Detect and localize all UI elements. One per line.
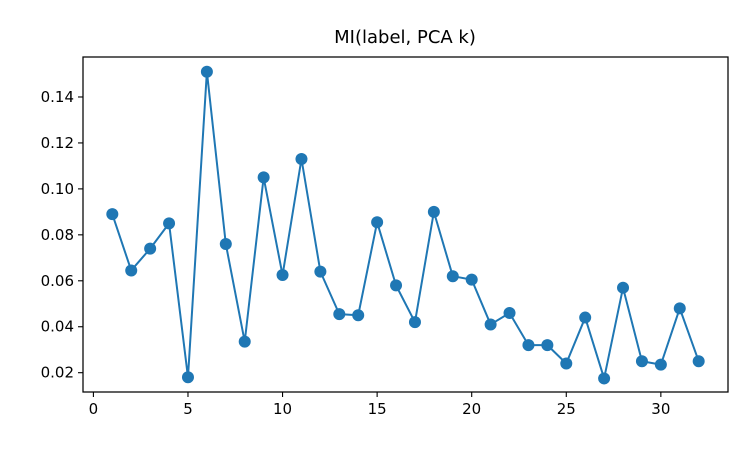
data-point (257, 171, 270, 184)
y-tick-label: 0.10 (41, 180, 74, 198)
data-point (654, 358, 667, 371)
data-point (427, 205, 440, 218)
data-point (598, 372, 611, 385)
data-point (673, 302, 686, 315)
data-point (144, 242, 157, 255)
data-point (163, 217, 176, 230)
data-point (579, 311, 592, 324)
data-point (408, 316, 421, 329)
x-axis: 0 5 10 15 20 25 30 (89, 392, 670, 418)
y-tick-label: 0.12 (41, 134, 74, 152)
x-tick-label: 10 (273, 400, 292, 418)
x-tick-label: 20 (462, 400, 481, 418)
data-point (333, 308, 346, 321)
data-point (371, 216, 384, 229)
data-point (181, 371, 194, 384)
data-point (635, 355, 648, 368)
data-point (125, 264, 138, 277)
data-point (106, 208, 119, 221)
data-point (238, 335, 251, 348)
data-point (465, 273, 478, 286)
data-point (352, 309, 365, 322)
y-tick-label: 0.04 (41, 318, 74, 336)
plot-area (106, 65, 705, 385)
x-tick-label: 0 (89, 400, 99, 418)
data-point (617, 281, 630, 294)
data-point (219, 238, 232, 251)
data-point (390, 279, 403, 292)
data-point (484, 318, 497, 331)
y-tick-label: 0.02 (41, 364, 74, 382)
y-tick-label: 0.06 (41, 272, 74, 290)
data-point (276, 269, 289, 282)
x-tick-label: 30 (651, 400, 670, 418)
data-point (503, 306, 516, 319)
series-line (111, 70, 700, 380)
y-axis: 0.02 0.04 0.06 0.08 0.10 0.12 0.14 (41, 88, 83, 382)
x-tick-label: 15 (368, 400, 387, 418)
chart-title: MI(label, PCA k) (334, 27, 476, 48)
data-point (692, 355, 705, 368)
data-point (295, 153, 308, 166)
data-point (314, 265, 327, 278)
data-point (522, 339, 535, 352)
data-point (446, 270, 459, 283)
y-tick-label: 0.08 (41, 226, 74, 244)
data-point (541, 339, 554, 352)
data-point (560, 357, 573, 370)
axes-frame (82, 56, 729, 393)
y-tick-label: 0.14 (41, 88, 74, 106)
data-point (200, 65, 213, 78)
x-tick-label: 5 (183, 400, 193, 418)
x-tick-label: 25 (557, 400, 576, 418)
